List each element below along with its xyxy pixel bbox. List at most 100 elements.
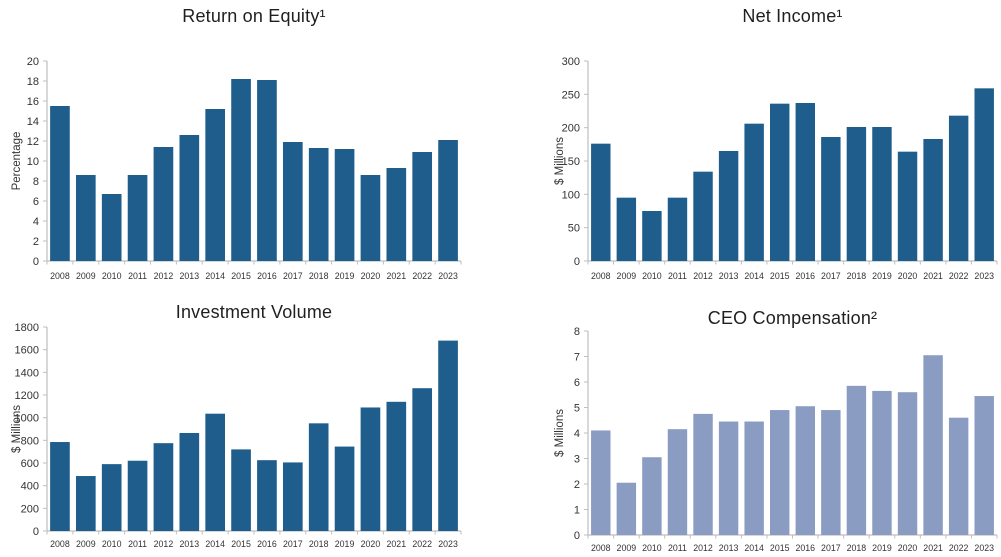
x-tick-label: 2018 <box>847 271 867 281</box>
y-tick-label: 100 <box>562 189 580 201</box>
y-tick-label: 5 <box>574 403 580 415</box>
x-tick-label: 2021 <box>387 271 407 281</box>
x-tick-label: 2011 <box>128 271 147 281</box>
y-tick-label: 600 <box>21 458 39 470</box>
y-tick-label: 6 <box>574 377 580 389</box>
y-tick-label: 18 <box>27 76 39 88</box>
x-tick-label: 2012 <box>693 543 713 553</box>
x-tick-label: 2008 <box>50 539 70 549</box>
y-tick-label: 4 <box>574 428 580 440</box>
bar-2018 <box>308 148 329 261</box>
x-tick-label: 2020 <box>361 271 381 281</box>
bar-2021 <box>386 168 407 261</box>
bar-2017 <box>282 462 303 531</box>
x-tick-label: 2016 <box>257 539 277 549</box>
x-tick-label: 2009 <box>617 271 637 281</box>
x-tick-label: 2010 <box>102 539 122 549</box>
chart-ceo-compensation: CEO Compensation² $ Millions 0 1 2 3 4 5 6 7 8 20… <box>501 290 1001 557</box>
bar-2015 <box>231 449 251 531</box>
x-tick-label: 2015 <box>770 543 790 553</box>
plot-area: 0 200 400 600 800 1000 1200 1400 1600 1800 2008 200… <box>15 322 462 549</box>
x-tick-label: 2008 <box>591 271 611 281</box>
x-tick-label: 2022 <box>949 543 969 553</box>
y-tick-label: 14 <box>27 116 39 128</box>
bar-2016 <box>257 460 277 531</box>
x-tick-label: 2023 <box>438 271 458 281</box>
chart-title: Net Income¹ <box>742 6 843 26</box>
y-tick-label: 800 <box>21 435 39 447</box>
x-tick-label: 2011 <box>668 271 687 281</box>
x-tick-label: 2023 <box>974 271 994 281</box>
y-tick-label: 50 <box>568 223 580 235</box>
x-tick-label: 2017 <box>821 543 841 553</box>
y-tick-label: 1000 <box>15 413 39 425</box>
x-tick-label: 2016 <box>795 271 815 281</box>
bar-2022 <box>948 417 969 535</box>
bar-2022 <box>412 388 433 531</box>
bar-2014 <box>744 421 764 535</box>
x-tick-label: 2014 <box>744 543 764 553</box>
y-tick-label: 1 <box>574 505 580 517</box>
y-tick-label: 7 <box>574 352 580 364</box>
y-tick-label: 20 <box>27 56 39 68</box>
y-tick-label: 8 <box>574 326 580 338</box>
x-tick-label: 2015 <box>231 271 251 281</box>
chart-net-income: Net Income¹ $ Millions 0 50 100 150 200 250 30… <box>501 0 1001 290</box>
x-tick-label: 2013 <box>719 543 739 553</box>
bar-2018 <box>846 127 867 261</box>
y-tick-label: 6 <box>33 196 39 208</box>
y-tick-label: 1600 <box>15 345 39 357</box>
bar-2015 <box>231 79 251 261</box>
bar-2015 <box>770 103 790 261</box>
bar-2015 <box>770 410 790 535</box>
x-tick-label: 2020 <box>361 539 381 549</box>
bar-2016 <box>795 406 815 535</box>
x-tick-label: 2010 <box>642 543 662 553</box>
y-tick-label: 200 <box>21 503 39 515</box>
plot-area: 0 1 2 3 4 5 6 7 8 2008 2009 2010 2011 2012 2013 2014 201… <box>574 326 998 553</box>
y-tick-label: 2 <box>33 236 39 248</box>
y-tick-label: 0 <box>574 256 580 268</box>
x-tick-label: 2020 <box>898 543 918 553</box>
x-tick-label: 2009 <box>76 539 96 549</box>
x-tick-label: 2021 <box>387 539 407 549</box>
x-tick-label: 2013 <box>719 271 739 281</box>
bar-2009 <box>75 476 96 531</box>
y-tick-label: 300 <box>562 56 580 68</box>
y-tick-label: 400 <box>21 481 39 493</box>
x-tick-label: 2011 <box>668 543 687 553</box>
x-tick-label: 2017 <box>283 539 303 549</box>
bar-2010 <box>642 211 662 261</box>
x-tick-label: 2011 <box>128 539 147 549</box>
bar-2014 <box>205 109 226 261</box>
x-tick-label: 2012 <box>154 539 174 549</box>
x-tick-label: 2009 <box>76 271 96 281</box>
bar-2014 <box>205 413 226 531</box>
chart-investment-volume: Investment Volume $ Millions 0 200 400 600 8… <box>0 290 500 557</box>
x-tick-label: 2012 <box>154 271 174 281</box>
y-tick-label: 200 <box>562 123 580 135</box>
x-tick-label: 2023 <box>974 543 994 553</box>
y-tick-label: 8 <box>33 176 39 188</box>
bar-2017 <box>821 137 841 261</box>
y-tick-label: 1400 <box>15 367 39 379</box>
bar-2020 <box>897 392 918 535</box>
bar-2017 <box>282 142 303 261</box>
x-tick-label: 2022 <box>949 271 969 281</box>
x-tick-label: 2018 <box>309 271 329 281</box>
bar-2012 <box>153 147 174 261</box>
bar-2011 <box>127 175 148 261</box>
bar-2018 <box>308 423 329 531</box>
bar-2019 <box>334 149 355 261</box>
x-tick-label: 2018 <box>309 539 329 549</box>
y-tick-label: 2 <box>574 479 580 491</box>
x-tick-label: 2009 <box>617 543 637 553</box>
bar-2009 <box>616 197 637 261</box>
x-tick-label: 2015 <box>770 271 790 281</box>
y-tick-label: 4 <box>33 216 39 228</box>
bar-2018 <box>846 385 867 535</box>
x-tick-label: 2022 <box>412 271 432 281</box>
bar-2011 <box>667 197 688 261</box>
bar-2009 <box>616 482 637 535</box>
bar-2023 <box>974 88 994 261</box>
